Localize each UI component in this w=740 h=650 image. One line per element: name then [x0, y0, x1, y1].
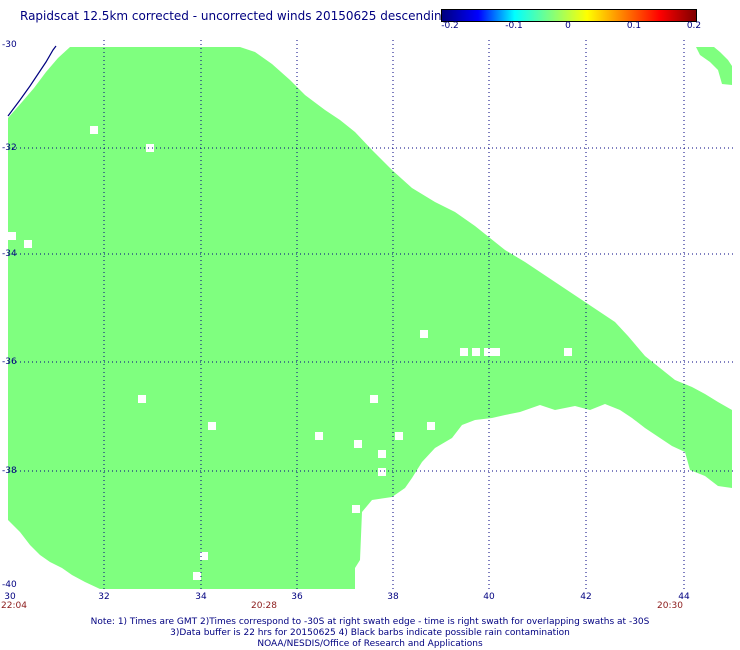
plot-title: Rapidscat 12.5km corrected - uncorrected…: [20, 9, 450, 23]
missing-data-cell: [460, 348, 468, 356]
colorbar-tick-label: -0.1: [505, 21, 523, 31]
missing-data-cell: [146, 144, 154, 152]
colorbar-tick-label: 0.1: [626, 21, 642, 31]
colorbar-tick-label: -0.2: [441, 21, 459, 31]
latitude-label: -32: [2, 143, 17, 153]
footnote-line: 3)Data buffer is 22 hrs for 20150625 4) …: [170, 628, 570, 638]
longitude-label: 42: [580, 592, 592, 602]
missing-data-cell: [378, 468, 386, 476]
missing-data-cell: [200, 552, 208, 560]
missing-data-cell: [420, 330, 428, 338]
missing-data-cell: [564, 348, 572, 356]
missing-data-cell: [354, 440, 362, 448]
missing-data-cell: [395, 432, 403, 440]
missing-data-cell: [352, 505, 360, 513]
colorbar-tick-label: 0.2: [686, 21, 702, 31]
color-scale-bar: [441, 9, 697, 22]
wind-swath-area: [8, 47, 732, 589]
missing-data-cell: [484, 348, 492, 356]
missing-data-cell: [138, 395, 146, 403]
missing-data-cell: [208, 422, 216, 430]
swath-time-label: 22:04: [1, 601, 27, 611]
longitude-label: 36: [291, 592, 303, 602]
swath-time-label: 20:30: [657, 601, 683, 611]
missing-data-cell: [193, 572, 201, 580]
latitude-label: -34: [2, 249, 17, 259]
longitude-label: 34: [195, 592, 207, 602]
missing-data-cell: [90, 126, 98, 134]
missing-data-cell: [427, 422, 435, 430]
missing-data-cell: [378, 450, 386, 458]
missing-data-cell: [315, 432, 323, 440]
wind-swath-area: [696, 47, 732, 85]
colorbar-tick-label: 0: [565, 21, 571, 31]
missing-data-cell: [370, 395, 378, 403]
missing-data-cell: [24, 240, 32, 248]
missing-data-cell: [8, 232, 16, 240]
missing-data-cell: [472, 348, 480, 356]
footnote-line: NOAA/NESDIS/Office of Research and Appli…: [257, 639, 483, 649]
missing-data-cell: [492, 348, 500, 356]
longitude-label: 38: [387, 592, 399, 602]
swath-time-label: 20:28: [251, 601, 277, 611]
longitude-label: 40: [483, 592, 495, 602]
latitude-label: -30: [2, 40, 17, 50]
longitude-label: 44: [678, 592, 690, 602]
missing-data-cells: [8, 126, 572, 580]
coastline: [7, 45, 57, 117]
latitude-label: -38: [2, 466, 17, 476]
longitude-label: 30: [4, 592, 16, 602]
latitude-label: -40: [2, 580, 17, 590]
longitude-label: 32: [98, 592, 110, 602]
latitude-label: -36: [2, 357, 17, 367]
footnote-line: Note: 1) Times are GMT 2)Times correspon…: [90, 617, 650, 627]
